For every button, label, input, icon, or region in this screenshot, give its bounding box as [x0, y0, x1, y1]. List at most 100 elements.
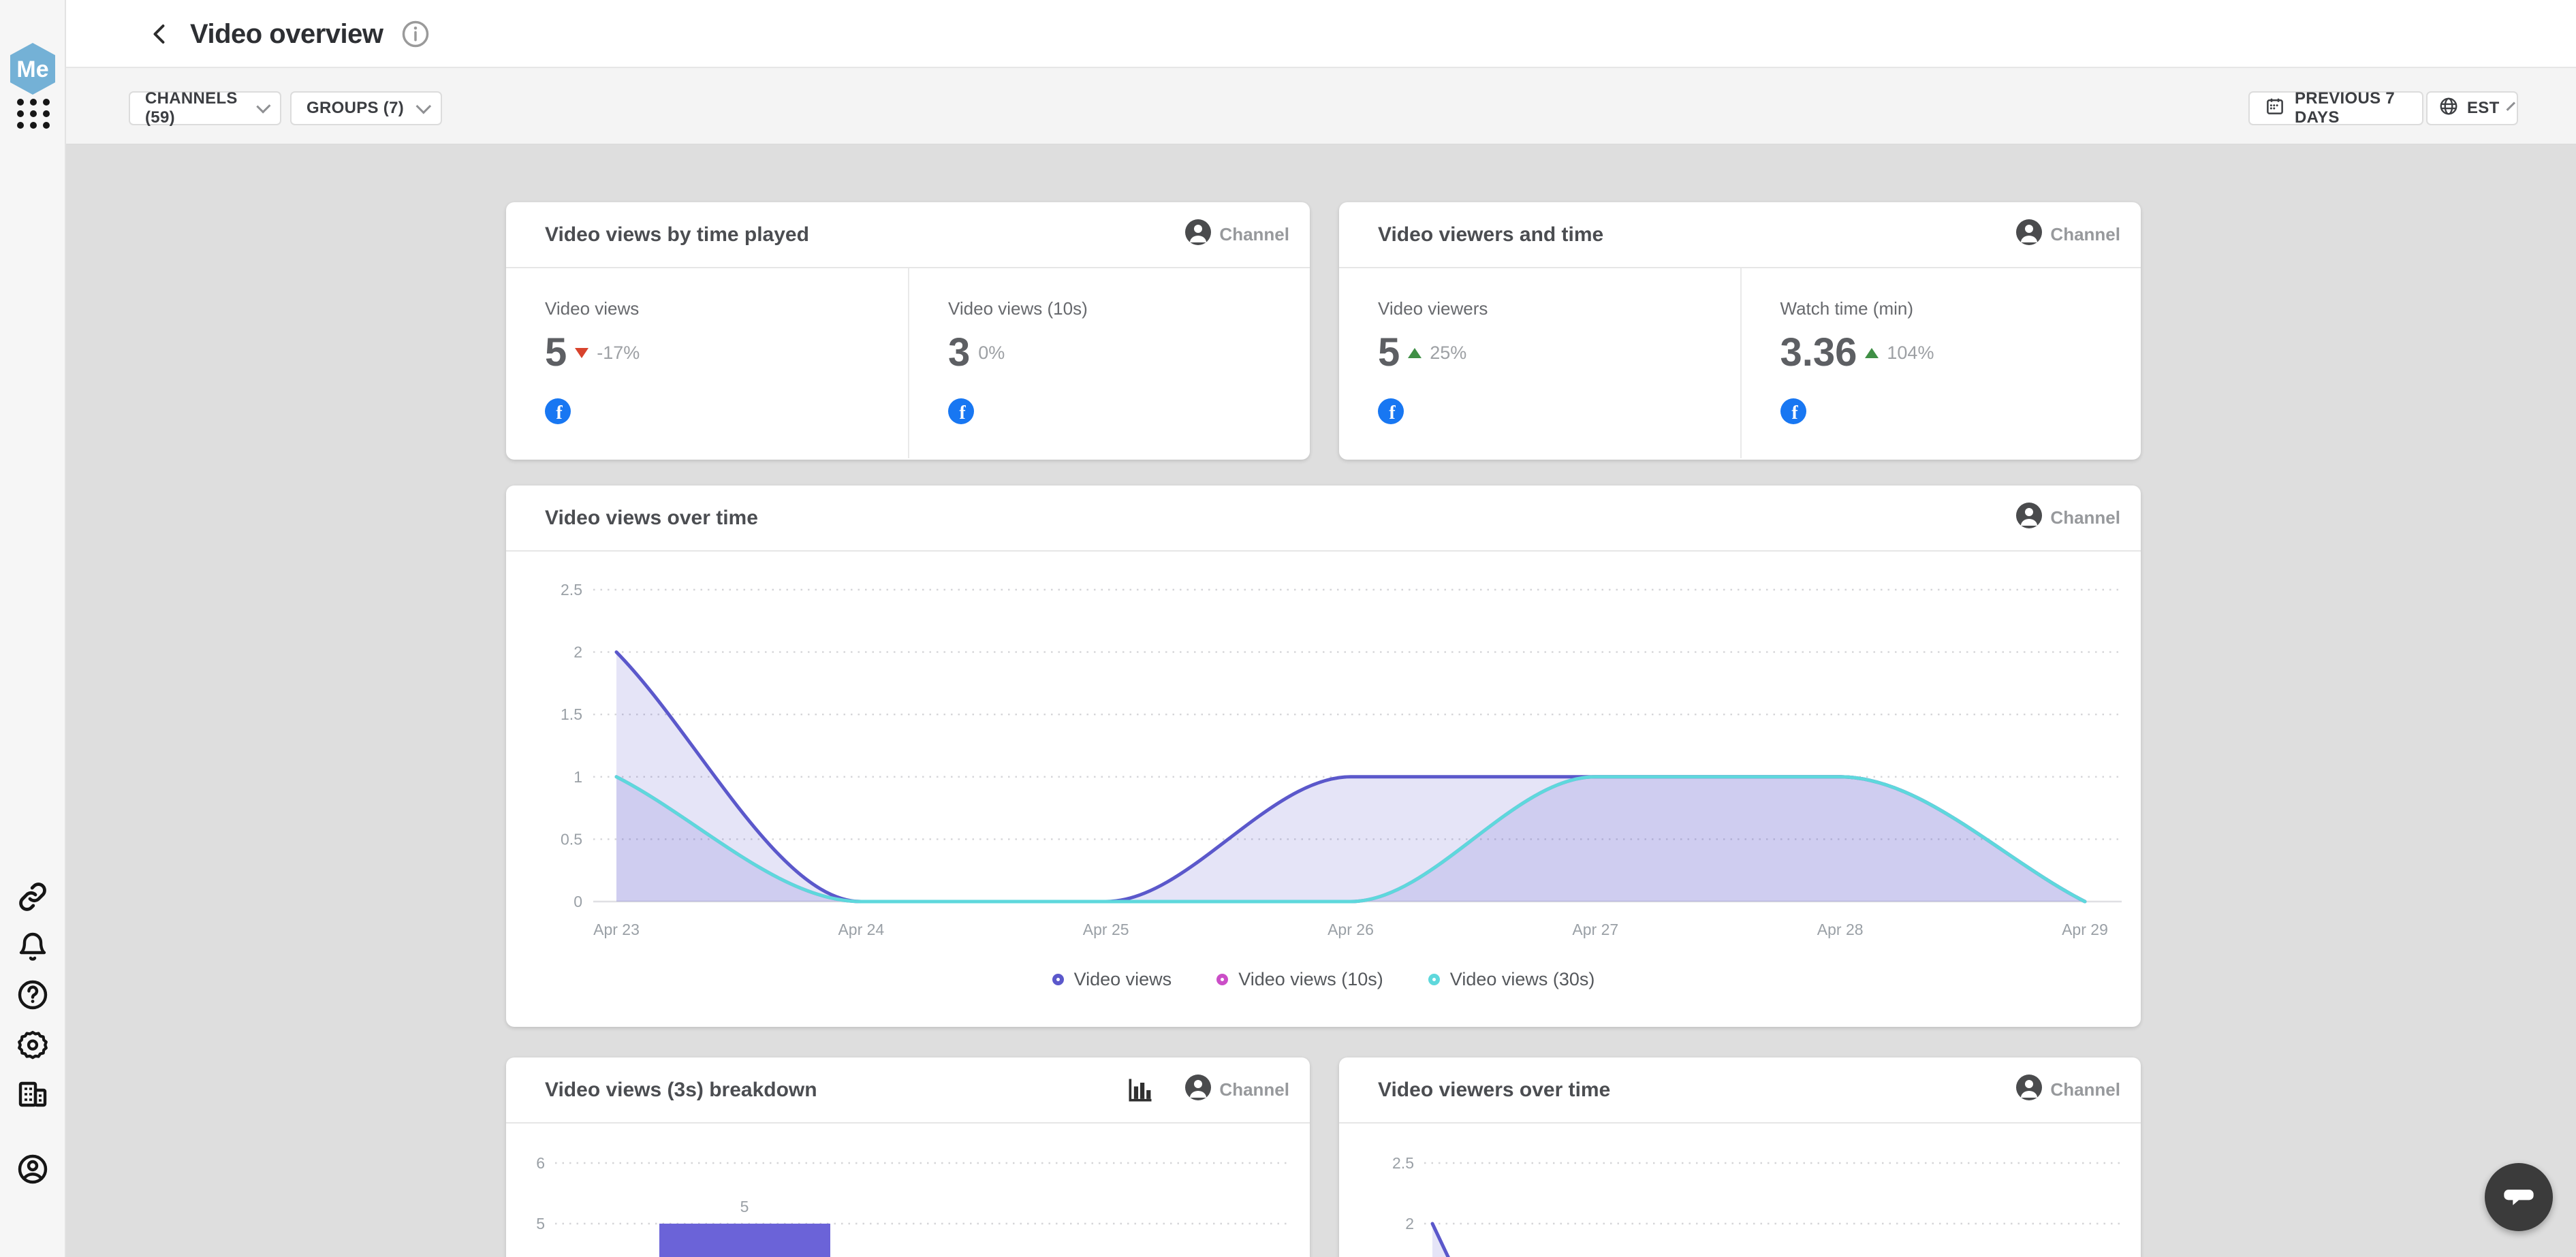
top-header: Video overview SHARE: [66, 0, 2576, 68]
legend-swatch-icon: [1216, 973, 1229, 985]
y-axis-label: 0: [574, 893, 582, 910]
x-axis-label: Apr 28: [1817, 921, 1864, 938]
metric-video-viewers: Video viewers 5 25% f: [1339, 268, 1740, 458]
legend-label: Video views (30s): [1449, 968, 1595, 989]
person-circle-icon: [2016, 1075, 2043, 1105]
legend-label: Video views (10s): [1238, 968, 1383, 989]
card-header: Video viewers over time Channel: [1339, 1057, 2141, 1124]
metric-value: 5: [1378, 330, 1400, 375]
channel-badge: Channel: [2016, 1075, 2120, 1105]
title-group: Video overview: [148, 0, 430, 68]
bell-icon[interactable]: [16, 930, 49, 963]
trend-arrow-icon: [1865, 347, 1879, 358]
date-range-button[interactable]: PREVIOUS 7 DAYS: [2248, 89, 2423, 127]
y-axis-label: 2.5: [561, 581, 582, 599]
x-axis-label: Apr 26: [1328, 921, 1374, 938]
chat-widget-button[interactable]: [2485, 1163, 2553, 1231]
card-title: Video views (3s) breakdown: [545, 1078, 817, 1101]
person-circle-icon: [2016, 219, 2043, 250]
card-body: Video viewers 5 25% f Watch time (min) 3…: [1339, 268, 2141, 458]
channel-badge: Channel: [1185, 219, 1289, 250]
bar-chart-icon[interactable]: [1125, 1075, 1155, 1105]
bar-value-label: 5: [740, 1198, 749, 1215]
views-over-time-chart: 0 0.5 1 1.5 2 2.5 Apr 23 Apr 24 Apr 25 Apr 26 Apr …: [561, 581, 2122, 938]
calendar-icon: [2265, 96, 2285, 121]
svg-text:f: f: [959, 402, 966, 424]
bar: [659, 1224, 830, 1257]
legend-item[interactable]: Video views (30s): [1428, 969, 1595, 990]
link-icon[interactable]: [16, 880, 49, 913]
series-line: [614, 775, 2087, 904]
card-header: Video views over time Channel: [506, 486, 2141, 552]
chevron-down-icon: [2506, 101, 2515, 111]
y-axis-label: 5: [536, 1215, 545, 1232]
chevron-down-icon: [415, 98, 432, 114]
settings-gear-icon[interactable]: [16, 1029, 49, 1062]
chart-legend: Video views Video views (10s) Video views …: [506, 962, 2141, 996]
series-line: [1430, 1222, 1450, 1257]
channel-badge: Channel: [2016, 503, 2120, 533]
organization-building-icon[interactable]: [16, 1078, 49, 1111]
metric-label: Video viewers: [1378, 298, 1488, 319]
card-video-views-3s-breakdown: Video views (3s) breakdown Cha: [506, 1057, 1310, 1257]
metric-watch-time: Watch time (min) 3.36 104% f: [1740, 268, 2141, 458]
card-video-views-over-time: Video views over time Channel 0 0.5 1 1.5 2 2…: [506, 486, 2141, 1027]
legend-label: Video views: [1073, 968, 1172, 989]
y-axis-label: 2: [574, 643, 582, 661]
metric-video-views-10s: Video views (10s) 3 0% f: [908, 268, 1310, 458]
facebook-icon: f: [545, 398, 571, 424]
person-circle-icon: [1185, 1075, 1212, 1105]
card-title: Video viewers and time: [1378, 223, 1604, 246]
card-video-views-by-time-played: Video views by time played Channel Video…: [506, 202, 1310, 460]
legend-item[interactable]: Video views: [1052, 969, 1172, 990]
globe-icon: [2438, 96, 2459, 121]
card-title: Video views by time played: [545, 223, 809, 246]
y-axis-label: 1: [574, 768, 582, 786]
metric-value: 3.36: [1780, 330, 1857, 375]
channel-badge: Channel: [2016, 219, 2120, 250]
metric-label: Watch time (min): [1780, 298, 1914, 319]
card-video-viewers-and-time: Video viewers and time Channel Video vie…: [1339, 202, 2141, 460]
timezone-dropdown[interactable]: EST: [2426, 91, 2518, 125]
series-area: [616, 776, 2085, 902]
y-axis-label: 0.5: [561, 830, 582, 848]
trend-arrow-icon: [575, 347, 589, 358]
card-title: Video views over time: [545, 506, 758, 529]
x-axis-label: Apr 29: [2062, 921, 2108, 938]
card-header: Video views (3s) breakdown Cha: [506, 1057, 1310, 1124]
metric-change: 104%: [1887, 342, 1934, 363]
back-icon[interactable]: [148, 22, 172, 46]
series-area: [1432, 1224, 1449, 1257]
viewers-over-time-chart: 2.52: [1392, 1154, 2122, 1257]
apps-grid-icon[interactable]: [16, 97, 50, 131]
channel-badge: Channel: [1185, 1075, 1289, 1105]
info-icon[interactable]: [401, 20, 430, 48]
person-circle-icon: [1185, 219, 1212, 250]
facebook-icon: f: [1378, 398, 1404, 424]
help-icon[interactable]: [16, 978, 49, 1011]
app-logo-icon[interactable]: Me: [10, 42, 56, 95]
svg-text:f: f: [1791, 402, 1798, 424]
x-axis-label: Apr 24: [838, 921, 884, 938]
user-profile-icon[interactable]: [16, 1153, 49, 1186]
y-axis-label: 2.5: [1392, 1154, 1414, 1172]
x-axis-label: Apr 23: [593, 921, 640, 938]
channels-dropdown[interactable]: CHANNELS (59): [129, 89, 281, 127]
sidebar: Me: [0, 0, 66, 1257]
svg-text:Me: Me: [16, 57, 48, 82]
y-axis-label: 1.5: [561, 705, 582, 723]
metric-video-views: Video views 5 -17% f: [506, 268, 908, 458]
metric-value: 5: [545, 330, 567, 375]
card-header: Video viewers and time Channel: [1339, 202, 2141, 268]
groups-dropdown[interactable]: GROUPS (7): [290, 91, 442, 125]
facebook-icon: f: [948, 398, 974, 424]
card-header: Video views by time played Channel: [506, 202, 1310, 268]
legend-item[interactable]: Video views (10s): [1216, 969, 1383, 990]
metric-value: 3: [948, 330, 971, 375]
metric-label: Video views (10s): [948, 298, 1088, 319]
facebook-icon: f: [1780, 398, 1806, 424]
legend-swatch-icon: [1052, 973, 1064, 985]
metric-change: 25%: [1430, 342, 1467, 363]
trend-arrow-icon: [1408, 347, 1422, 358]
